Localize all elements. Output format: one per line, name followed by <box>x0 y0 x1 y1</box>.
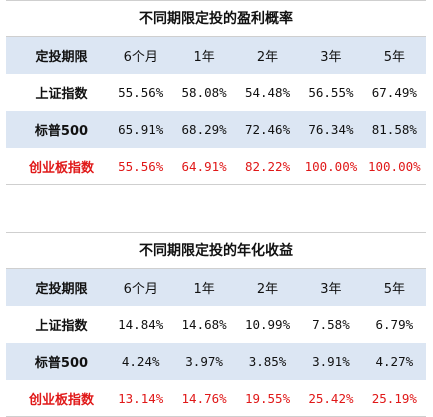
table-cell: 72.46% <box>244 122 291 137</box>
table-cell: 13.14% <box>118 390 164 406</box>
row-label: 上证指数 <box>35 87 88 102</box>
table-cell: 55.56% <box>118 85 164 100</box>
row-label: 标普500 <box>34 356 89 371</box>
table-cell: 3.91% <box>312 354 350 369</box>
table-cell: 100.00% <box>367 158 421 174</box>
table-cell: 3.85% <box>248 354 287 369</box>
annualized-return-table: 不同期限定投的年化收益 定投期限 6个月 1年 2年 3年 5年 上证指数 14… <box>6 232 426 417</box>
table-cell: 3.97% <box>185 354 223 369</box>
table-cell: 82.22% <box>244 158 291 174</box>
header-cell-6m: 6个月 <box>123 282 158 297</box>
header-cell-5y: 5年 <box>383 282 405 297</box>
table-cell: 6.79% <box>375 317 414 332</box>
table-cell: 56.55% <box>308 85 354 100</box>
header-cell-period: 定投期限 <box>35 282 88 297</box>
table-cell: 76.34% <box>308 122 354 137</box>
table-header-row: 定投期限 6个月 1年 2年 3年 5年 <box>6 37 426 74</box>
header-cell-5y: 5年 <box>383 50 405 65</box>
table-title: 不同期限定投的年化收益 <box>6 232 426 269</box>
table-cell: 25.19% <box>371 390 417 406</box>
table-cell: 65.91% <box>118 122 164 137</box>
header-cell-1y: 1年 <box>193 282 215 297</box>
table-cell: 14.84% <box>118 317 164 332</box>
row-label: 创业板指数 <box>28 392 94 408</box>
header-cell-6m: 6个月 <box>123 50 158 65</box>
table-cell: 10.99% <box>244 317 291 332</box>
row-label: 创业板指数 <box>28 160 94 176</box>
header-cell-3y: 3年 <box>320 282 342 297</box>
table-cell: 54.48% <box>244 85 291 100</box>
table-row-highlighted: 创业板指数 13.14% 14.76% 19.55% 25.42% 25.19% <box>6 380 426 417</box>
table-header-row: 定投期限 6个月 1年 2年 3年 5年 <box>6 269 426 306</box>
table-cell: 4.24% <box>121 354 160 369</box>
table-title: 不同期限定投的盈利概率 <box>6 0 426 37</box>
header-cell-3y: 3年 <box>320 50 342 65</box>
table-cell: 68.29% <box>181 122 227 137</box>
table-row: 标普500 65.91% 68.29% 72.46% 76.34% 81.58% <box>6 111 426 148</box>
header-cell-1y: 1年 <box>193 50 215 65</box>
table-cell: 14.68% <box>181 317 227 332</box>
table-cell: 4.27% <box>375 354 414 369</box>
table-row-highlighted: 创业板指数 55.56% 64.91% 82.22% 100.00% 100.0… <box>6 148 426 185</box>
win-probability-table: 不同期限定投的盈利概率 定投期限 6个月 1年 2年 3年 5年 上证指数 55… <box>6 0 426 185</box>
table-cell: 81.58% <box>371 122 417 137</box>
table-row: 标普500 4.24% 3.97% 3.85% 3.91% 4.27% <box>6 343 426 380</box>
table-cell: 7.58% <box>312 317 350 332</box>
table-cell: 25.42% <box>308 390 354 406</box>
table-row: 上证指数 14.84% 14.68% 10.99% 7.58% 6.79% <box>6 306 426 343</box>
table-cell: 64.91% <box>181 158 227 174</box>
table-cell: 58.08% <box>181 85 227 100</box>
header-cell-2y: 2年 <box>256 50 279 65</box>
table-cell: 55.56% <box>118 158 164 174</box>
table-cell: 100.00% <box>304 158 358 174</box>
table-row: 上证指数 55.56% 58.08% 54.48% 56.55% 67.49% <box>6 74 426 111</box>
table-cell: 19.55% <box>244 390 291 406</box>
row-label: 标普500 <box>34 124 89 139</box>
table-cell: 67.49% <box>371 85 417 100</box>
header-cell-period: 定投期限 <box>35 50 88 65</box>
table-cell: 14.76% <box>181 390 227 406</box>
row-label: 上证指数 <box>35 319 88 334</box>
header-cell-2y: 2年 <box>256 282 279 297</box>
